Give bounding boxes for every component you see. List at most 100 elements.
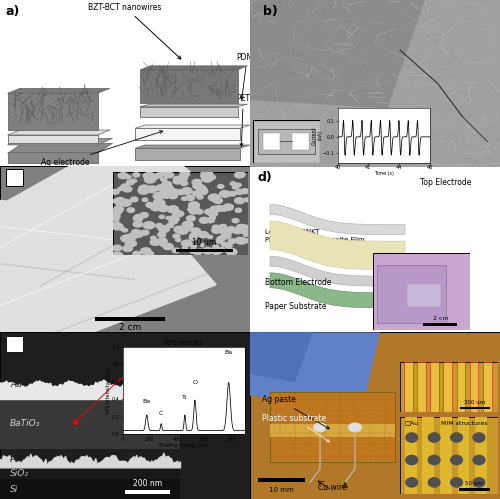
Circle shape — [140, 248, 151, 254]
Circle shape — [152, 176, 158, 180]
Circle shape — [143, 173, 151, 178]
Text: Top Electrode: Top Electrode — [420, 178, 472, 187]
Circle shape — [197, 249, 203, 253]
Bar — [0, 399, 180, 449]
Circle shape — [120, 227, 124, 231]
Circle shape — [222, 233, 231, 239]
Circle shape — [216, 248, 224, 252]
Circle shape — [230, 182, 236, 186]
Circle shape — [146, 203, 154, 208]
Text: MIM structures: MIM structures — [441, 421, 488, 426]
Circle shape — [188, 206, 200, 213]
Bar — [406, 284, 441, 307]
Text: 2 cm: 2 cm — [433, 316, 448, 321]
Circle shape — [234, 198, 244, 204]
Circle shape — [428, 455, 440, 465]
Circle shape — [121, 184, 129, 189]
Text: O: O — [192, 380, 198, 385]
Bar — [270, 424, 395, 437]
Bar — [470, 362, 478, 412]
Circle shape — [190, 209, 198, 214]
Circle shape — [182, 241, 190, 247]
Circle shape — [162, 185, 173, 192]
Text: a): a) — [5, 5, 20, 18]
Bar — [0, 468, 180, 479]
Bar — [458, 488, 490, 491]
Circle shape — [428, 478, 440, 487]
Text: c): c) — [8, 171, 21, 184]
Circle shape — [182, 222, 193, 228]
Circle shape — [160, 242, 167, 247]
Circle shape — [132, 230, 139, 235]
Text: Ba: Ba — [224, 350, 232, 355]
Text: Au: Au — [10, 380, 22, 389]
Circle shape — [190, 203, 196, 206]
Text: SiO₂: SiO₂ — [10, 469, 29, 478]
Y-axis label: XPS Intensity (a.u.): XPS Intensity (a.u.) — [106, 367, 112, 414]
Circle shape — [171, 215, 177, 219]
Bar — [8, 93, 98, 130]
Circle shape — [222, 242, 228, 247]
Circle shape — [156, 185, 166, 191]
Circle shape — [473, 455, 485, 465]
Circle shape — [208, 175, 216, 180]
Text: Si: Si — [10, 485, 18, 494]
Circle shape — [180, 181, 188, 186]
Polygon shape — [8, 143, 113, 153]
Bar — [378, 264, 446, 323]
Bar — [440, 417, 452, 494]
Circle shape — [473, 433, 485, 442]
Circle shape — [160, 177, 167, 181]
Circle shape — [209, 249, 214, 252]
Circle shape — [217, 236, 226, 242]
Bar — [422, 417, 434, 494]
Text: 10 μm: 10 μm — [192, 238, 216, 247]
Circle shape — [235, 208, 242, 212]
Circle shape — [406, 478, 417, 487]
Bar — [444, 362, 452, 412]
Circle shape — [232, 219, 239, 223]
Circle shape — [208, 194, 220, 201]
Text: Pt: Pt — [10, 455, 19, 465]
Circle shape — [186, 195, 194, 201]
Text: Ag electrode: Ag electrode — [41, 131, 162, 167]
Circle shape — [224, 193, 230, 196]
Bar — [475, 417, 487, 494]
Circle shape — [165, 172, 173, 178]
Circle shape — [118, 173, 128, 179]
Circle shape — [112, 223, 123, 230]
Circle shape — [176, 190, 185, 195]
Circle shape — [178, 175, 188, 181]
Circle shape — [108, 211, 120, 218]
Circle shape — [167, 206, 178, 213]
Polygon shape — [135, 145, 250, 148]
Polygon shape — [270, 221, 405, 269]
Text: Lead-Free BNKT
Piezoelectric Composite Film: Lead-Free BNKT Piezoelectric Composite F… — [265, 230, 365, 243]
Polygon shape — [0, 192, 150, 290]
Circle shape — [241, 189, 248, 194]
Circle shape — [236, 238, 247, 244]
Circle shape — [109, 213, 120, 220]
Circle shape — [188, 207, 194, 211]
Polygon shape — [250, 332, 312, 382]
Text: Cu wire: Cu wire — [318, 484, 347, 493]
Circle shape — [112, 252, 122, 258]
Circle shape — [139, 185, 149, 192]
X-axis label: Binding Energy (eV): Binding Energy (eV) — [159, 443, 208, 448]
Circle shape — [112, 222, 120, 228]
Circle shape — [116, 210, 122, 214]
Circle shape — [130, 197, 138, 202]
Circle shape — [114, 206, 124, 212]
Text: Ba: Ba — [142, 399, 151, 404]
Circle shape — [166, 217, 171, 220]
Circle shape — [197, 195, 203, 199]
Circle shape — [225, 244, 232, 248]
Circle shape — [159, 238, 166, 242]
Circle shape — [166, 223, 173, 228]
Bar — [8, 135, 98, 143]
Circle shape — [236, 238, 243, 242]
Circle shape — [126, 240, 134, 245]
Text: C: C — [159, 411, 164, 416]
Circle shape — [234, 172, 244, 178]
Circle shape — [176, 239, 181, 242]
